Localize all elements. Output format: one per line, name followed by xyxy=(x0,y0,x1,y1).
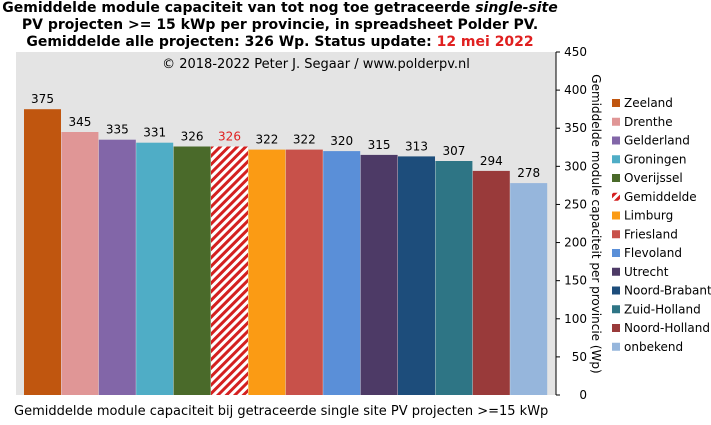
bar-value-label-flevoland: 320 xyxy=(330,134,353,148)
bar-zeeland xyxy=(24,109,61,395)
bar-value-label-noord-holland: 294 xyxy=(480,154,503,168)
bar-value-label-groningen: 331 xyxy=(143,126,166,140)
legend-label-friesland: Friesland xyxy=(624,227,678,241)
y-tick-label: 150 xyxy=(564,274,587,288)
bar-utrecht xyxy=(360,154,398,395)
bar-onbekend xyxy=(510,183,548,395)
y-tick-label: 400 xyxy=(564,83,587,97)
legend-swatch-gelderland xyxy=(612,136,620,145)
chart-title: Gemiddelde module capaciteit van tot nog… xyxy=(0,0,560,51)
bar-value-label-noord-brabant: 313 xyxy=(405,139,428,153)
title-line-1-italic: single-site xyxy=(475,0,558,16)
bars-group: 375 345 335 331 326 326 322 322 320 315 313 307 294 2… xyxy=(24,92,548,395)
copyright-text: © 2018-2022 Peter J. Segaar / www.polder… xyxy=(162,57,470,72)
legend-label-drenthe: Drenthe xyxy=(624,115,673,129)
legend-label-groningen: Groningen xyxy=(624,152,686,166)
y-tick-label: 250 xyxy=(564,197,587,211)
legend-label-limburg: Limburg xyxy=(624,209,673,223)
legend-label-gemiddelde: Gemiddelde xyxy=(624,190,697,204)
bar-value-label-zeeland: 375 xyxy=(31,92,54,106)
legend-swatch-groningen xyxy=(612,155,620,164)
legend-swatch-noord-brabant xyxy=(612,286,620,295)
y-axis: 0 50 100 150 200 250 300 350 400 450 xyxy=(555,45,587,402)
bar-value-label-friesland: 322 xyxy=(293,133,316,147)
bar-limburg xyxy=(248,149,286,395)
legend: Zeeland Drenthe Gelderland Groningen Overijs… xyxy=(612,96,711,354)
bar-zuid-holland xyxy=(435,161,473,395)
legend-swatch-overijssel xyxy=(612,174,620,182)
y-tick-label: 450 xyxy=(564,45,587,59)
bar-noord-brabant xyxy=(398,156,435,395)
bar-value-label-gemiddelde: 326 xyxy=(218,130,241,144)
title-line-1-text: Gemiddelde module capaciteit van tot nog… xyxy=(2,0,476,16)
title-line-3: Gemiddelde alle projecten: 326 Wp. Statu… xyxy=(0,34,560,51)
y-tick-label: 100 xyxy=(564,312,587,326)
legend-swatch-friesland xyxy=(612,230,620,239)
status-date: 12 mei 2022 xyxy=(436,34,534,50)
legend-swatch-utrecht xyxy=(612,267,620,276)
bar-drenthe xyxy=(61,132,99,395)
y-tick-label: 50 xyxy=(572,350,587,364)
legend-label-zuid-holland: Zuid-Holland xyxy=(624,302,701,316)
y-tick-label: 350 xyxy=(564,121,587,135)
bar-noord-holland xyxy=(472,170,510,395)
y-tick-label: 300 xyxy=(564,159,587,173)
bar-gemiddelde xyxy=(211,146,248,395)
bar-value-label-zuid-holland: 307 xyxy=(442,144,465,158)
legend-label-zeeland: Zeeland xyxy=(624,96,673,110)
bar-overijssel xyxy=(173,146,211,395)
legend-label-flevoland: Flevoland xyxy=(624,246,682,260)
legend-label-noord-brabant: Noord-Brabant xyxy=(624,284,711,298)
legend-swatch-onbekend xyxy=(612,342,620,351)
legend-swatch-zeeland xyxy=(612,99,620,107)
legend-label-noord-holland: Noord-Holland xyxy=(624,321,710,335)
legend-swatch-flevoland xyxy=(612,249,620,257)
legend-swatch-drenthe xyxy=(612,117,620,126)
y-axis-label: Gemiddelde module capaciteit per provinc… xyxy=(589,74,603,373)
title-line-2: PV projecten >= 15 kWp per provincie, in… xyxy=(21,17,539,33)
legend-label-onbekend: onbekend xyxy=(624,340,683,354)
bar-value-label-limburg: 322 xyxy=(255,133,278,147)
bar-gelderland xyxy=(98,139,136,395)
title-line-1: Gemiddelde module capaciteit van tot nog… xyxy=(0,0,560,17)
legend-swatch-limburg xyxy=(612,211,620,220)
x-axis-label: Gemiddelde module capaciteit bij getrace… xyxy=(14,404,549,419)
legend-label-gelderland: Gelderland xyxy=(624,134,690,148)
legend-label-utrecht: Utrecht xyxy=(624,265,669,279)
y-tick-label: 0 xyxy=(579,388,587,402)
legend-swatch-zuid-holland xyxy=(612,305,620,314)
legend-swatch-noord-holland xyxy=(612,324,620,332)
bar-value-label-onbekend: 278 xyxy=(517,166,540,180)
bar-friesland xyxy=(285,149,323,395)
bar-value-label-gelderland: 335 xyxy=(106,123,129,137)
bar-flevoland xyxy=(323,151,361,395)
bar-groningen xyxy=(136,142,174,395)
title-line-3-text: Gemiddelde alle projecten: 326 Wp. Statu… xyxy=(26,34,437,50)
bar-value-label-utrecht: 315 xyxy=(368,138,391,152)
y-tick-label: 200 xyxy=(564,236,587,250)
legend-swatch-gemiddelde xyxy=(612,192,620,201)
bar-value-label-drenthe: 345 xyxy=(68,115,91,129)
bar-value-label-overijssel: 326 xyxy=(181,130,204,144)
legend-label-overijssel: Overijssel xyxy=(624,171,683,185)
